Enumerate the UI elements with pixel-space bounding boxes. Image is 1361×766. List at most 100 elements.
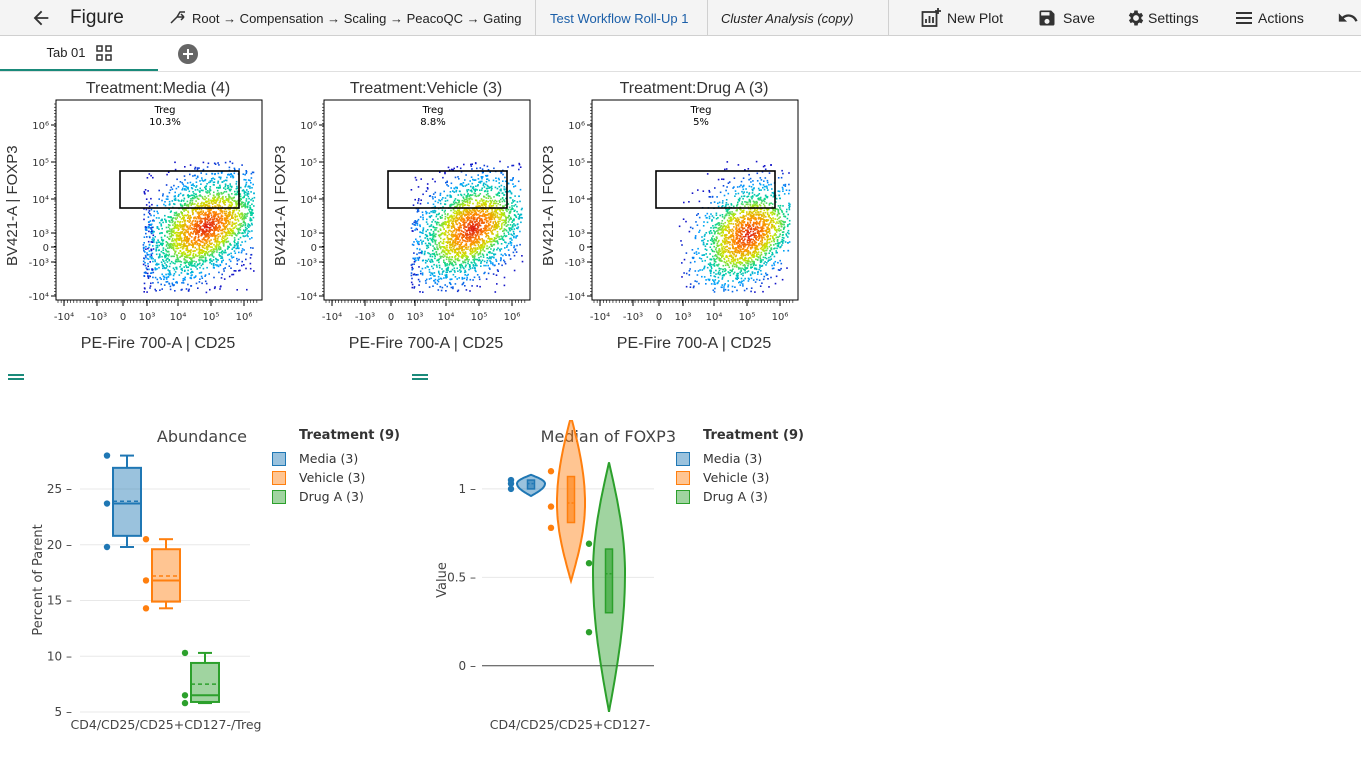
event-point	[236, 259, 239, 262]
event-point	[204, 223, 206, 225]
event-point	[214, 202, 217, 204]
event-point	[418, 240, 420, 243]
event-point	[444, 251, 446, 254]
event-point	[176, 217, 178, 219]
event-point	[459, 215, 462, 218]
event-point	[208, 240, 211, 243]
settings-label: Settings	[1148, 10, 1199, 26]
event-point	[499, 204, 502, 206]
event-point	[456, 214, 459, 216]
event-point	[208, 200, 210, 202]
event-point	[207, 215, 210, 217]
event-point	[447, 213, 449, 215]
back-arrow-icon[interactable]	[30, 0, 54, 36]
event-point	[161, 288, 163, 290]
event-point	[208, 219, 210, 222]
event-point	[470, 213, 472, 216]
event-point	[447, 241, 450, 243]
event-point	[429, 237, 431, 240]
event-point	[470, 234, 472, 237]
event-point	[443, 246, 445, 249]
event-point	[191, 184, 194, 186]
settings-button[interactable]: Settings	[1126, 0, 1199, 36]
event-point	[485, 174, 487, 177]
event-point	[503, 213, 506, 216]
event-point	[230, 174, 233, 176]
event-point	[209, 221, 211, 224]
event-point	[217, 221, 220, 223]
event-point	[242, 205, 245, 207]
event-point	[432, 249, 434, 252]
event-point	[174, 224, 177, 227]
event-point	[472, 251, 475, 253]
event-point	[251, 187, 253, 189]
event-point	[242, 201, 244, 204]
undo-icon[interactable]	[1337, 0, 1359, 36]
event-point	[411, 268, 413, 271]
event-point	[483, 204, 486, 206]
event-point	[463, 209, 465, 212]
event-point	[519, 188, 522, 191]
event-point	[483, 242, 486, 244]
event-point	[481, 168, 484, 170]
event-point	[168, 259, 171, 262]
event-point	[241, 189, 244, 192]
event-point	[482, 254, 485, 256]
event-point	[195, 275, 197, 277]
event-point	[456, 234, 458, 237]
event-point	[434, 243, 437, 245]
event-point	[221, 236, 224, 239]
breadcrumb[interactable]: Root → Compensation → Scaling → PeacoQC …	[170, 0, 521, 36]
event-point	[435, 233, 437, 235]
event-point	[719, 233, 721, 235]
new-plot-button[interactable]: New Plot	[921, 0, 1003, 36]
event-point	[219, 184, 221, 187]
save-button[interactable]: Save	[1037, 0, 1095, 36]
event-point	[230, 176, 232, 178]
event-point	[482, 215, 484, 218]
grid-icon[interactable]	[95, 44, 112, 61]
event-point	[493, 214, 495, 216]
event-point	[452, 218, 455, 221]
event-point	[472, 236, 474, 239]
event-point	[167, 195, 169, 198]
event-point	[190, 204, 192, 207]
event-point	[489, 229, 491, 231]
event-point	[462, 266, 464, 269]
add-tab-icon[interactable]	[178, 44, 198, 64]
event-point	[201, 179, 203, 181]
workflow-link[interactable]: Test Workflow Roll-Up 1	[550, 10, 689, 26]
event-point	[481, 180, 483, 183]
event-point	[232, 213, 234, 215]
event-point	[209, 186, 212, 188]
event-point	[175, 245, 177, 247]
event-point	[509, 224, 512, 226]
event-point	[516, 235, 519, 237]
event-point	[485, 247, 488, 250]
event-point	[212, 215, 215, 218]
event-point	[433, 272, 436, 274]
analysis-name[interactable]: Cluster Analysis (copy)	[721, 10, 854, 26]
scatter-xlabel: PE-Fire 700-A | CD25	[80, 335, 236, 352]
event-point	[508, 254, 510, 256]
tab-01[interactable]: Tab 01	[0, 36, 158, 71]
event-point	[216, 219, 219, 221]
event-point	[498, 191, 500, 194]
event-point	[459, 264, 461, 266]
event-point	[186, 225, 188, 228]
event-point	[464, 274, 466, 276]
event-point	[220, 208, 222, 211]
event-point	[196, 175, 199, 178]
event-point	[450, 270, 452, 273]
event-point	[448, 226, 450, 229]
event-point	[458, 255, 460, 258]
event-point	[206, 216, 209, 218]
event-point	[509, 227, 511, 230]
event-point	[194, 265, 196, 267]
event-point	[207, 208, 209, 210]
event-point	[176, 247, 179, 250]
actions-button[interactable]: Actions	[1234, 0, 1304, 36]
event-point	[469, 194, 472, 196]
event-point	[413, 221, 415, 224]
event-point	[462, 255, 465, 257]
